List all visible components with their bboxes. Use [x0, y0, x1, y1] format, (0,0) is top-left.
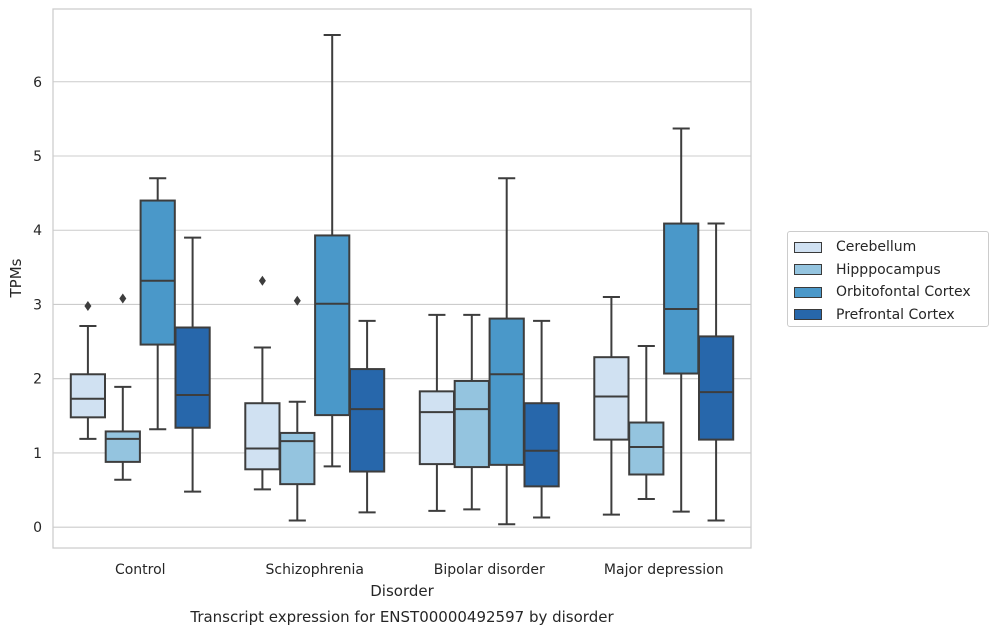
box-1-3 [628, 345, 665, 500]
box-3-0 [174, 236, 211, 493]
box-0-1 [244, 275, 281, 491]
y-tick-label: 6 [33, 75, 42, 91]
legend-label-hippocampus: Hipppocampus [836, 261, 941, 278]
chart-title: Transcript expression for ENST0000049259… [189, 608, 614, 626]
outlier-point [84, 300, 92, 311]
box-1-0 [104, 293, 141, 481]
box-body [593, 356, 630, 441]
box-body [628, 421, 665, 476]
box-body [697, 335, 735, 441]
box-body [418, 390, 456, 466]
box-body [139, 199, 176, 346]
box-1-2 [453, 313, 490, 511]
legend-swatch-hippocampus [794, 264, 822, 276]
legend-item-hippocampus: Hipppocampus [794, 259, 988, 282]
legend-swatch-orbitofrontal [794, 286, 822, 298]
box-body [523, 402, 560, 488]
legend-label-cerebellum: Cerebellum [836, 239, 917, 256]
legend-item-cerebellum: Cerebellum [794, 236, 988, 259]
plot-frame [52, 8, 752, 549]
legend-item-orbitofrontal: Orbitofontal Cortex [794, 281, 988, 304]
y-tick-label: 1 [33, 446, 42, 462]
boxplots [69, 33, 735, 526]
box-body [174, 326, 211, 429]
box-body [69, 373, 107, 419]
x-axis-label: Disorder [370, 582, 434, 600]
box-2-0 [139, 177, 176, 431]
x-tick-label: Bipolar disorder [434, 562, 545, 578]
box-body [104, 430, 141, 463]
outlier-point [293, 295, 301, 306]
x-tick-label: Schizophrenia [266, 562, 364, 578]
box-3-2 [523, 319, 560, 519]
box-0-0 [69, 300, 107, 440]
box-body [453, 379, 490, 469]
box-1-1 [279, 295, 316, 522]
y-tick-label: 3 [33, 297, 42, 313]
box-0-2 [418, 313, 456, 512]
x-tick-label: Control [115, 562, 166, 578]
box-2-1 [314, 33, 351, 468]
box-body [348, 368, 386, 473]
legend-label-prefrontal: Prefrontal Cortex [836, 306, 955, 323]
x-tick-labels: Control Schizophrenia Bipolar disorder Majo… [115, 562, 724, 578]
y-tick-labels: 0 1 2 3 4 5 6 [33, 75, 42, 536]
outlier-point [119, 293, 127, 304]
legend-swatch-prefrontal [794, 309, 822, 321]
box-body [244, 402, 281, 471]
y-tick-label: 4 [33, 223, 42, 239]
legend-swatch-cerebellum [794, 241, 822, 253]
box-2-2 [488, 177, 525, 526]
box-2-3 [663, 127, 700, 513]
box-body [314, 234, 351, 417]
y-tick-label: 5 [33, 149, 42, 165]
y-tick-label: 0 [33, 520, 42, 536]
box-body [663, 222, 700, 375]
box-3-3 [697, 222, 735, 522]
legend: Cerebellum Hipppocampus Orbitofontal Cor… [787, 231, 989, 327]
box-body [488, 317, 525, 466]
y-tick-label: 2 [33, 372, 42, 388]
outlier-point [258, 275, 266, 286]
legend-label-orbitofrontal: Orbitofontal Cortex [836, 284, 971, 301]
x-tick-label: Major depression [604, 562, 724, 578]
box-3-1 [348, 319, 386, 514]
legend-item-prefrontal: Prefrontal Cortex [794, 304, 988, 327]
y-axis-label: TPMs [7, 258, 25, 298]
box-0-3 [593, 296, 630, 516]
